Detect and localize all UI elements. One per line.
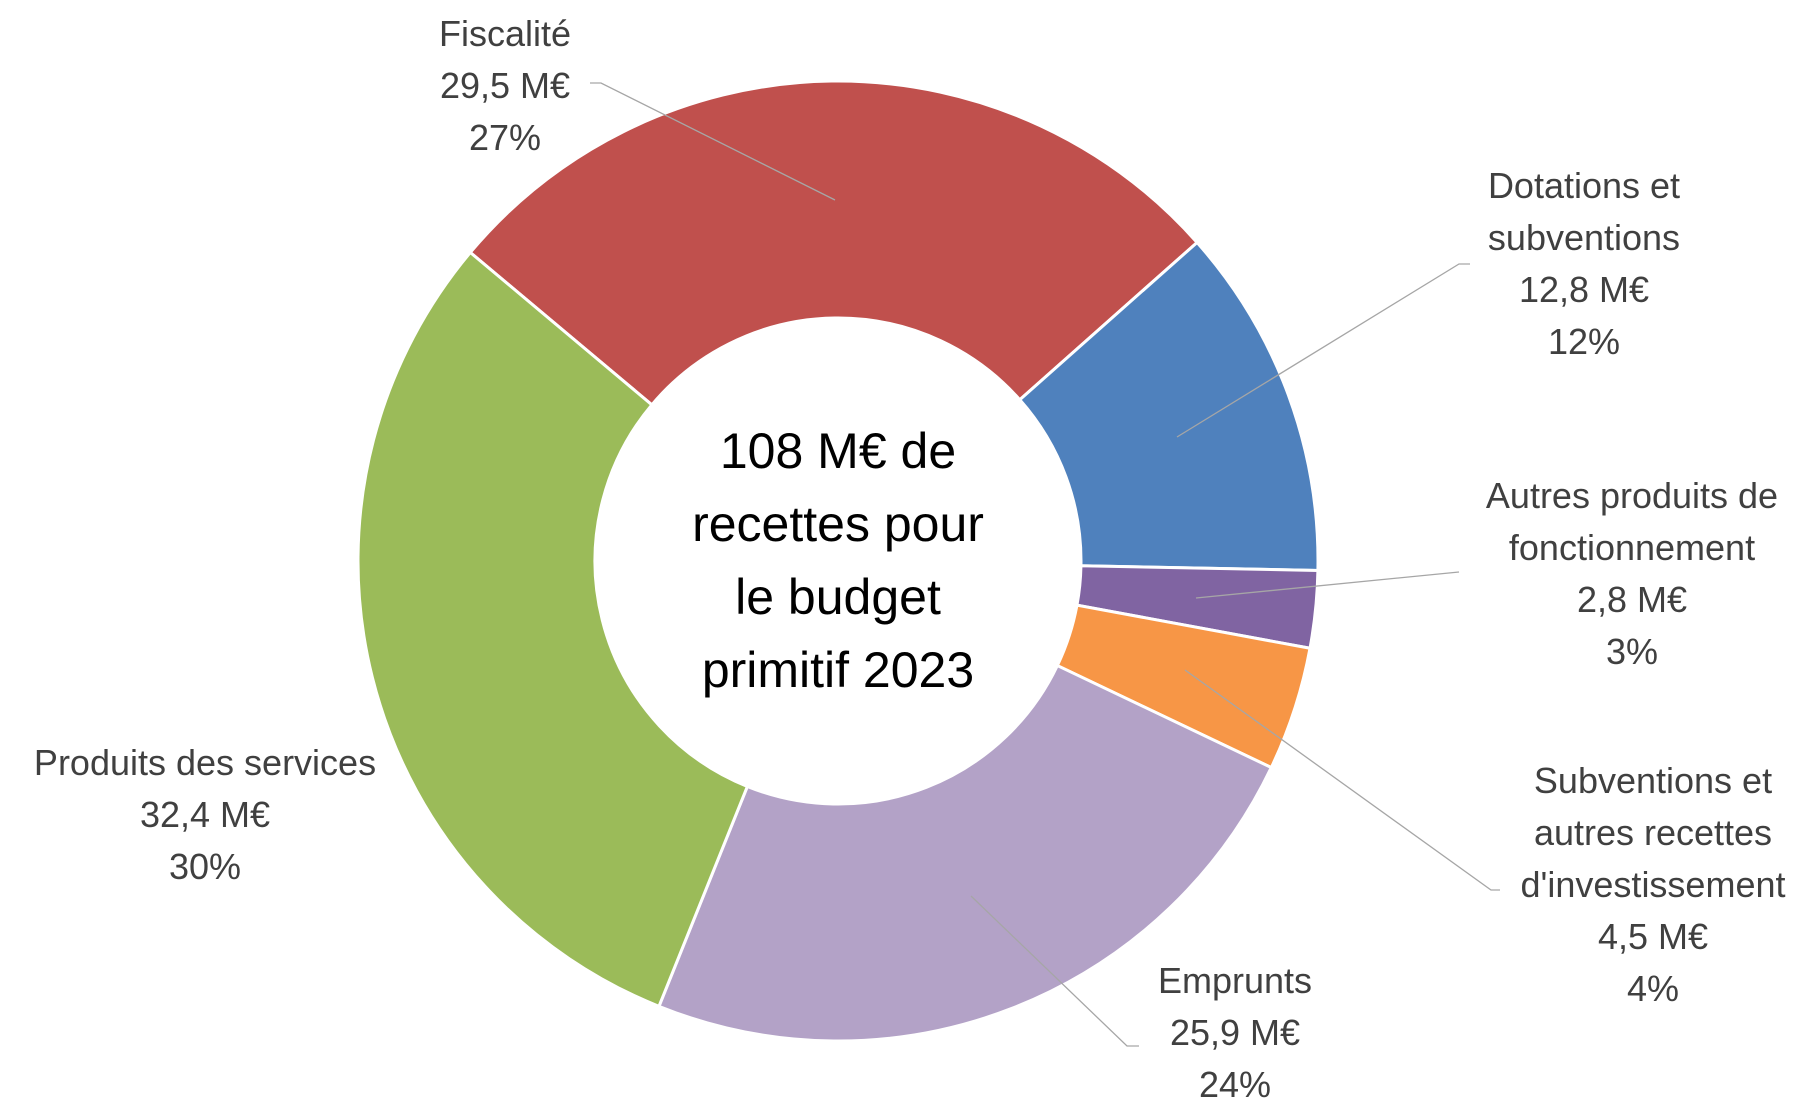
donut-slice (1017, 240, 1320, 573)
category-label: Fiscalité (438, 13, 572, 54)
center-text: 108 M€ de recettes pour le budget primitif … (692, 415, 984, 707)
leader-line (590, 82, 836, 201)
center-line: 108 M€ de (719, 423, 957, 479)
value-label: 12,8 M€ (1518, 269, 1650, 310)
donut-slice (657, 663, 1274, 1043)
data-label: Autres produits de fonctionnement 2,8 M€ 3… (1452, 470, 1812, 678)
center-line: primitif 2023 (701, 642, 975, 698)
category-label: Autres produits de fonctionnement (1485, 475, 1779, 568)
data-label: Fiscalité 29,5 M€ 27% (439, 8, 571, 164)
percent-label: 30% (168, 846, 242, 887)
category-label: Subventions et autres recettes d'investi… (1520, 760, 1786, 905)
category-label: Produits des services (33, 742, 377, 783)
percent-label: 3% (1605, 631, 1659, 672)
value-label: 29,5 M€ (439, 65, 571, 106)
value-label: 2,8 M€ (1576, 579, 1688, 620)
value-label: 32,4 M€ (139, 794, 271, 835)
percent-label: 12% (1547, 321, 1621, 362)
category-label: Emprunts (1157, 960, 1313, 1001)
center-line: le budget (735, 569, 941, 625)
category-label: Dotations et subventions (1487, 165, 1681, 258)
leader-lines (590, 82, 1500, 1047)
donut-slice (468, 79, 1200, 407)
data-label: Dotations et subventions 12,8 M€ 12% (1454, 160, 1714, 368)
percent-label: 27% (468, 117, 542, 158)
leader-line (1195, 571, 1460, 599)
center-line: recettes pour (692, 496, 984, 552)
percent-label: 4% (1626, 968, 1680, 1009)
data-label: Emprunts 25,9 M€ 24% (1158, 955, 1312, 1111)
percent-label: 24% (1198, 1064, 1272, 1105)
donut (356, 79, 1320, 1043)
data-label: Produits des services 32,4 M€ 30% (34, 737, 376, 893)
value-label: 4,5 M€ (1597, 916, 1709, 957)
leader-line (1184, 669, 1500, 891)
leader-line (1176, 263, 1470, 438)
data-label: Subventions et autres recettes d'investi… (1488, 755, 1813, 1015)
value-label: 25,9 M€ (1169, 1012, 1301, 1053)
leader-line (970, 895, 1139, 1047)
donut-slice (356, 250, 750, 1009)
